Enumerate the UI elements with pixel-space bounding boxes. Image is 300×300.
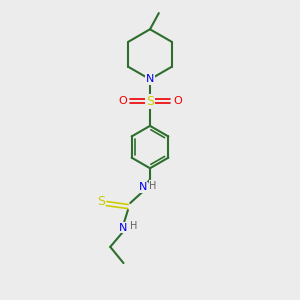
Text: N: N (146, 74, 154, 84)
Text: O: O (173, 96, 182, 106)
Text: N: N (139, 182, 148, 192)
Text: S: S (146, 95, 154, 108)
Text: O: O (118, 96, 127, 106)
Text: H: H (130, 221, 137, 231)
Text: H: H (149, 181, 157, 191)
Text: S: S (97, 195, 105, 208)
Text: N: N (119, 223, 128, 233)
